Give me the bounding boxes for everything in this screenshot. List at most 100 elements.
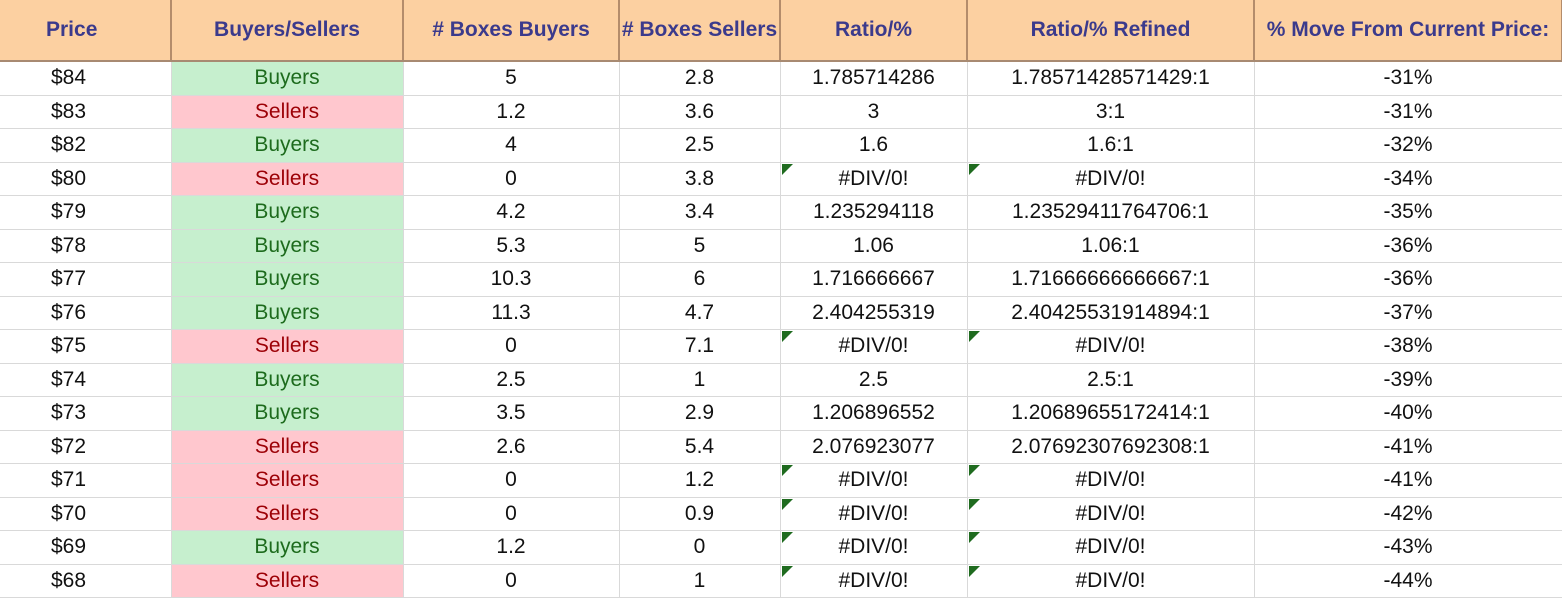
boxes-sellers-cell[interactable]: 2.8	[619, 61, 781, 96]
side-cell[interactable]: Sellers	[171, 564, 404, 598]
boxes-buyers-cell[interactable]: 5.3	[403, 229, 620, 263]
boxes-sellers-cell[interactable]: 1	[619, 363, 781, 397]
move-cell[interactable]: -31%	[1254, 61, 1562, 96]
ratio-refined-cell[interactable]: #DIV/0!	[967, 162, 1255, 196]
move-cell[interactable]: -44%	[1254, 564, 1562, 598]
price-cell[interactable]: $70	[0, 497, 172, 531]
side-cell[interactable]: Buyers	[171, 530, 404, 565]
price-cell[interactable]: $73	[0, 396, 172, 431]
ratio-cell[interactable]: #DIV/0!	[780, 162, 968, 196]
boxes-sellers-cell[interactable]: 3.8	[619, 162, 781, 196]
ratio-refined-cell[interactable]: #DIV/0!	[967, 564, 1255, 598]
move-cell[interactable]: -38%	[1254, 329, 1562, 364]
header-ratio-refined[interactable]: Ratio/% Refined	[967, 0, 1255, 62]
boxes-buyers-cell[interactable]: 5	[403, 61, 620, 96]
ratio-refined-cell[interactable]: 2.07692307692308:1	[967, 430, 1255, 464]
price-cell[interactable]: $69	[0, 530, 172, 565]
boxes-buyers-cell[interactable]: 0	[403, 329, 620, 364]
boxes-buyers-cell[interactable]: 1.2	[403, 95, 620, 129]
ratio-cell[interactable]: 2.404255319	[780, 296, 968, 330]
ratio-refined-cell[interactable]: #DIV/0!	[967, 530, 1255, 565]
ratio-cell[interactable]: 2.076923077	[780, 430, 968, 464]
header-ratio[interactable]: Ratio/%	[780, 0, 968, 62]
side-cell[interactable]: Buyers	[171, 229, 404, 263]
move-cell[interactable]: -34%	[1254, 162, 1562, 196]
ratio-cell[interactable]: 2.5	[780, 363, 968, 397]
ratio-refined-cell[interactable]: #DIV/0!	[967, 329, 1255, 364]
price-cell[interactable]: $68	[0, 564, 172, 598]
side-cell[interactable]: Buyers	[171, 61, 404, 96]
ratio-cell[interactable]: #DIV/0!	[780, 463, 968, 498]
move-cell[interactable]: -41%	[1254, 430, 1562, 464]
side-cell[interactable]: Buyers	[171, 396, 404, 431]
ratio-cell[interactable]: 1.785714286	[780, 61, 968, 96]
ratio-cell[interactable]: #DIV/0!	[780, 564, 968, 598]
ratio-cell[interactable]: 1.235294118	[780, 195, 968, 230]
boxes-buyers-cell[interactable]: 1.2	[403, 530, 620, 565]
side-cell[interactable]: Buyers	[171, 128, 404, 163]
side-cell[interactable]: Sellers	[171, 463, 404, 498]
price-cell[interactable]: $83	[0, 95, 172, 129]
boxes-buyers-cell[interactable]: 0	[403, 564, 620, 598]
boxes-buyers-cell[interactable]: 0	[403, 162, 620, 196]
boxes-sellers-cell[interactable]: 2.9	[619, 396, 781, 431]
boxes-sellers-cell[interactable]: 7.1	[619, 329, 781, 364]
move-cell[interactable]: -42%	[1254, 497, 1562, 531]
move-cell[interactable]: -41%	[1254, 463, 1562, 498]
move-cell[interactable]: -32%	[1254, 128, 1562, 163]
boxes-buyers-cell[interactable]: 10.3	[403, 262, 620, 297]
boxes-buyers-cell[interactable]: 4	[403, 128, 620, 163]
boxes-sellers-cell[interactable]: 2.5	[619, 128, 781, 163]
ratio-cell[interactable]: 1.206896552	[780, 396, 968, 431]
side-cell[interactable]: Buyers	[171, 195, 404, 230]
side-cell[interactable]: Sellers	[171, 95, 404, 129]
price-cell[interactable]: $76	[0, 296, 172, 330]
price-cell[interactable]: $74	[0, 363, 172, 397]
boxes-buyers-cell[interactable]: 2.6	[403, 430, 620, 464]
header-boxes-buyers[interactable]: # Boxes Buyers	[403, 0, 620, 62]
side-cell[interactable]: Sellers	[171, 162, 404, 196]
ratio-refined-cell[interactable]: 3:1	[967, 95, 1255, 129]
ratio-refined-cell[interactable]: 1.06:1	[967, 229, 1255, 263]
boxes-sellers-cell[interactable]: 5	[619, 229, 781, 263]
ratio-refined-cell[interactable]: 2.5:1	[967, 363, 1255, 397]
ratio-refined-cell[interactable]: 2.40425531914894:1	[967, 296, 1255, 330]
move-cell[interactable]: -36%	[1254, 262, 1562, 297]
side-cell[interactable]: Sellers	[171, 430, 404, 464]
header-price[interactable]: Price	[0, 0, 172, 62]
boxes-buyers-cell[interactable]: 11.3	[403, 296, 620, 330]
boxes-sellers-cell[interactable]: 1	[619, 564, 781, 598]
ratio-refined-cell[interactable]: 1.23529411764706:1	[967, 195, 1255, 230]
ratio-cell[interactable]: #DIV/0!	[780, 530, 968, 565]
ratio-refined-cell[interactable]: 1.71666666666667:1	[967, 262, 1255, 297]
boxes-sellers-cell[interactable]: 4.7	[619, 296, 781, 330]
price-cell[interactable]: $79	[0, 195, 172, 230]
ratio-cell[interactable]: 1.716666667	[780, 262, 968, 297]
boxes-buyers-cell[interactable]: 0	[403, 463, 620, 498]
boxes-sellers-cell[interactable]: 3.6	[619, 95, 781, 129]
move-cell[interactable]: -35%	[1254, 195, 1562, 230]
boxes-buyers-cell[interactable]: 3.5	[403, 396, 620, 431]
side-cell[interactable]: Sellers	[171, 329, 404, 364]
move-cell[interactable]: -37%	[1254, 296, 1562, 330]
price-cell[interactable]: $72	[0, 430, 172, 464]
price-cell[interactable]: $82	[0, 128, 172, 163]
ratio-refined-cell[interactable]: 1.78571428571429:1	[967, 61, 1255, 96]
ratio-refined-cell[interactable]: 1.6:1	[967, 128, 1255, 163]
header-buyers-sellers[interactable]: Buyers/Sellers	[171, 0, 404, 62]
ratio-refined-cell[interactable]: #DIV/0!	[967, 497, 1255, 531]
price-cell[interactable]: $84	[0, 61, 172, 96]
ratio-cell[interactable]: #DIV/0!	[780, 497, 968, 531]
boxes-buyers-cell[interactable]: 2.5	[403, 363, 620, 397]
boxes-sellers-cell[interactable]: 6	[619, 262, 781, 297]
move-cell[interactable]: -39%	[1254, 363, 1562, 397]
ratio-cell[interactable]: 1.06	[780, 229, 968, 263]
header-move-from-current[interactable]: % Move From Current Price:	[1254, 0, 1562, 62]
boxes-sellers-cell[interactable]: 3.4	[619, 195, 781, 230]
boxes-buyers-cell[interactable]: 4.2	[403, 195, 620, 230]
price-cell[interactable]: $80	[0, 162, 172, 196]
price-cell[interactable]: $71	[0, 463, 172, 498]
boxes-sellers-cell[interactable]: 1.2	[619, 463, 781, 498]
ratio-cell[interactable]: 3	[780, 95, 968, 129]
boxes-sellers-cell[interactable]: 5.4	[619, 430, 781, 464]
